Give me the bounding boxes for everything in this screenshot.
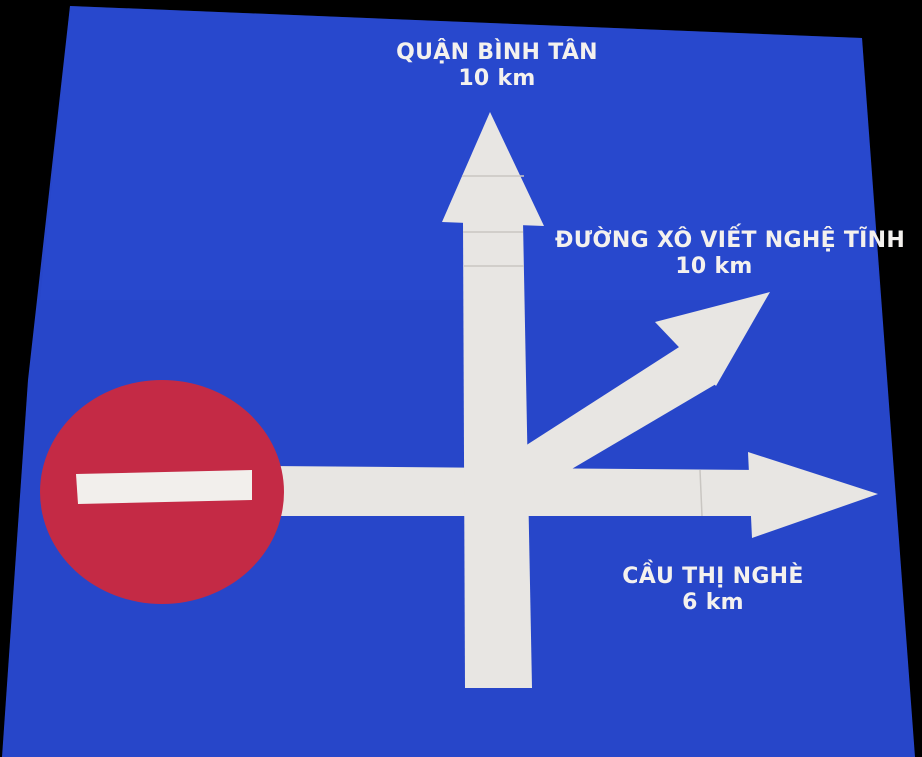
destination-east-label: CẦU THỊ NGHÈ 6 km [598,564,828,617]
destination-east-distance: 6 km [682,590,744,616]
no-entry-bar [76,470,252,504]
destination-north-name: QUẬN BÌNH TÂN [396,40,598,65]
destination-northeast-distance: 10 km [675,254,753,280]
destination-north-label: QUẬN BÌNH TÂN 10 km [392,40,602,93]
arrow-north-icon [442,112,544,226]
road-bar-vertical [463,222,532,688]
arrow-northeast-shaft [525,340,716,470]
sign-panel-shade [40,6,880,300]
destination-northeast-name: ĐƯỜNG XÔ VIẾT NGHỆ TĨNH [555,228,906,253]
destination-north-distance: 10 km [458,66,536,92]
arrow-northeast-icon [655,292,770,386]
destination-northeast-label: ĐƯỜNG XÔ VIẾT NGHỆ TĨNH 10 km [555,228,906,281]
destination-east-name: CẦU THỊ NGHÈ [622,564,804,589]
arrow-east-icon [748,452,878,538]
